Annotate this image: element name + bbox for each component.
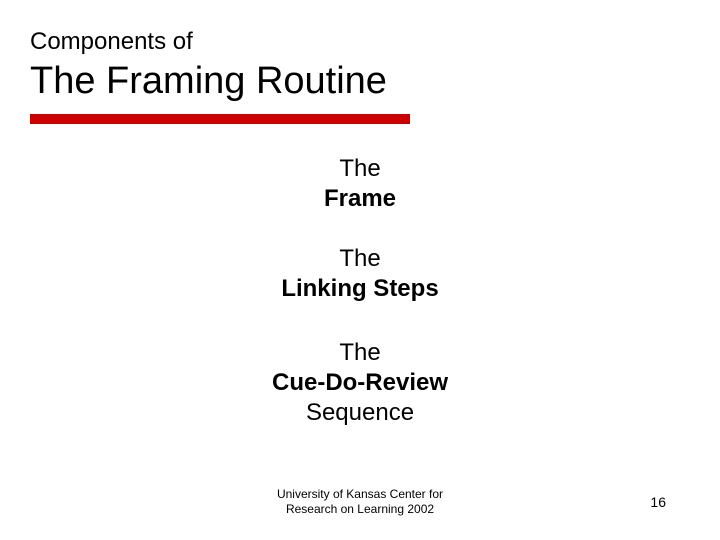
footer-line: University of Kansas Center for bbox=[0, 487, 720, 503]
component-linking-steps: The Linking Steps bbox=[0, 244, 720, 304]
component-line: Sequence bbox=[0, 398, 720, 428]
component-line: The bbox=[0, 154, 720, 184]
component-line-bold: Cue-Do-Review bbox=[0, 368, 720, 398]
title-kicker: Components of bbox=[30, 28, 193, 56]
footer-line: Research on Learning 2002 bbox=[0, 502, 720, 518]
slide: Components of The Framing Routine The Fr… bbox=[0, 0, 720, 540]
component-line-bold: Linking Steps bbox=[0, 274, 720, 304]
component-cue-do-review: The Cue-Do-Review Sequence bbox=[0, 338, 720, 428]
page-number: 16 bbox=[650, 494, 666, 510]
component-line-bold: Frame bbox=[0, 184, 720, 214]
component-line: The bbox=[0, 244, 720, 274]
title-underline bbox=[30, 114, 410, 124]
component-frame: The Frame bbox=[0, 154, 720, 214]
component-line: The bbox=[0, 338, 720, 368]
page-title: The Framing Routine bbox=[30, 60, 387, 103]
footer-attribution: University of Kansas Center for Research… bbox=[0, 487, 720, 518]
